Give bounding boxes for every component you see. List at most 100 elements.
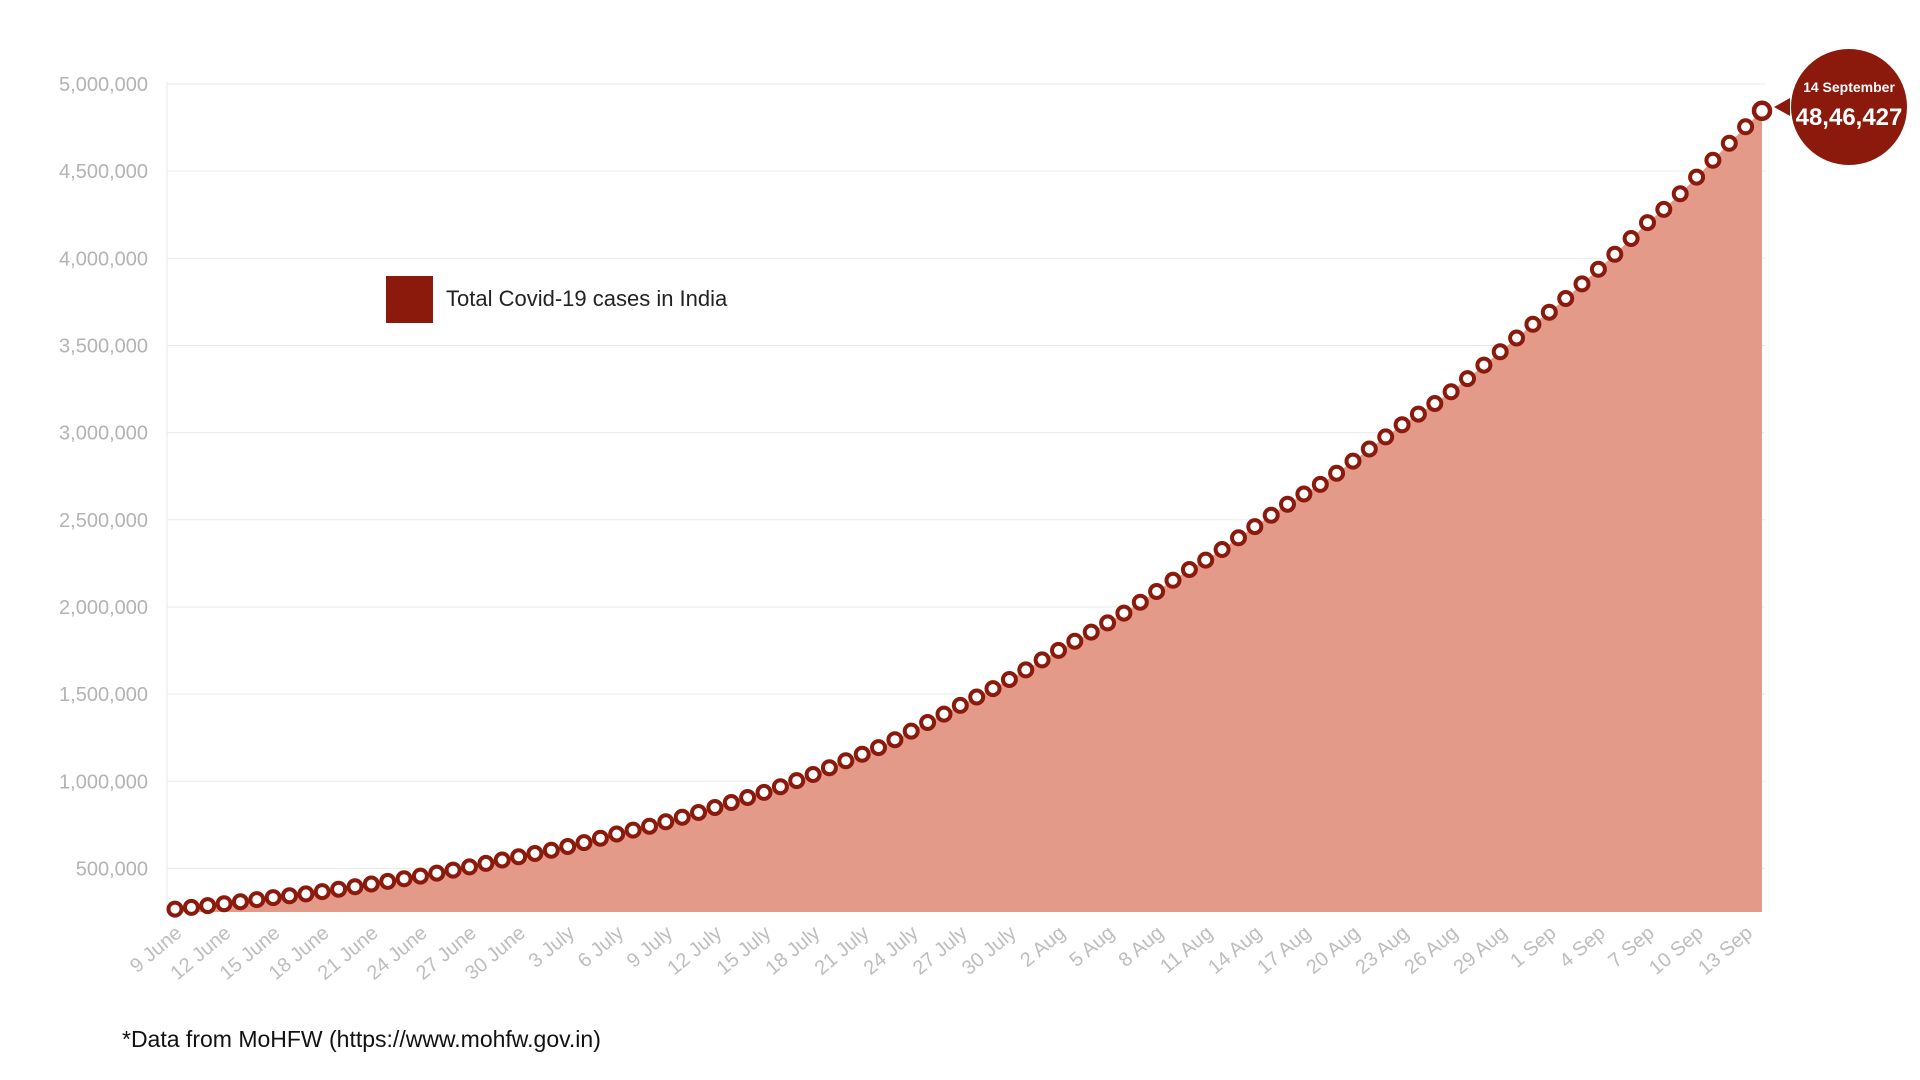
data-point bbox=[1328, 464, 1346, 482]
y-axis-ticks: 500,000 1,000,000 1,500,000 2,000,000 2,500,… bbox=[59, 74, 148, 880]
data-point bbox=[706, 799, 724, 816]
data-point bbox=[690, 804, 707, 821]
x-tick-label: 20 Aug bbox=[1302, 922, 1364, 979]
data-point bbox=[215, 895, 233, 913]
data-point bbox=[166, 900, 184, 918]
data-point bbox=[1131, 593, 1149, 611]
data-point bbox=[853, 745, 871, 763]
data-point bbox=[804, 766, 822, 783]
data-point bbox=[1230, 529, 1247, 547]
y-tick-label: 5,000,000 bbox=[59, 74, 148, 96]
x-tick-label: 27 July bbox=[909, 922, 972, 980]
x-tick-label: 21 July bbox=[811, 922, 874, 980]
data-point bbox=[673, 808, 691, 826]
callout-pointer bbox=[1774, 98, 1790, 116]
data-point bbox=[968, 688, 986, 706]
data-point bbox=[608, 825, 626, 843]
x-tick-label: 4 Sep bbox=[1555, 922, 1609, 972]
x-tick-label: 26 Aug bbox=[1400, 922, 1462, 979]
data-point bbox=[1311, 475, 1329, 493]
data-point bbox=[428, 864, 446, 882]
data-point bbox=[362, 875, 380, 893]
x-tick-label: 24 July bbox=[860, 922, 923, 980]
data-point bbox=[1279, 495, 1296, 513]
callout-value: 48,46,427 bbox=[1796, 104, 1903, 131]
x-tick-label: 23 Aug bbox=[1351, 922, 1413, 979]
data-point bbox=[591, 829, 609, 847]
x-tick-label: 15 July bbox=[713, 922, 776, 980]
data-point bbox=[264, 889, 282, 907]
data-point bbox=[739, 789, 757, 806]
data-point bbox=[313, 883, 331, 901]
legend: Total Covid-19 cases in India bbox=[386, 276, 728, 323]
data-point bbox=[1180, 561, 1198, 578]
data-point bbox=[542, 841, 560, 859]
data-point bbox=[346, 878, 364, 896]
x-tick-label: 5 Aug bbox=[1065, 922, 1118, 972]
x-tick-label: 12 July bbox=[663, 922, 726, 980]
data-point bbox=[1524, 315, 1542, 333]
data-point bbox=[231, 893, 249, 911]
data-point bbox=[1622, 230, 1640, 247]
x-tick-label: 11 Aug bbox=[1156, 922, 1217, 978]
area-fill bbox=[175, 110, 1762, 913]
x-tick-label: 2 Aug bbox=[1016, 922, 1069, 972]
data-point bbox=[1540, 303, 1558, 321]
data-point bbox=[493, 851, 511, 869]
y-tick-label: 1,500,000 bbox=[59, 684, 148, 706]
data-point bbox=[182, 898, 200, 916]
data-point bbox=[510, 848, 528, 866]
data-point bbox=[951, 696, 969, 714]
data-point bbox=[1066, 632, 1084, 650]
data-point bbox=[1704, 151, 1722, 169]
data-point bbox=[248, 891, 266, 909]
data-point bbox=[870, 739, 887, 757]
x-tick-label: 14 Aug bbox=[1204, 922, 1266, 979]
source-note: *Data from MoHFW (https://www.mohfw.gov.… bbox=[122, 1026, 601, 1052]
data-point bbox=[297, 885, 315, 903]
latest-value-callout: 14 September 48,46,427 bbox=[1774, 49, 1907, 165]
data-point bbox=[1475, 356, 1493, 374]
x-tick-label: 10 Sep bbox=[1645, 922, 1708, 980]
data-point bbox=[1000, 671, 1018, 688]
data-point bbox=[1082, 623, 1100, 641]
data-point bbox=[984, 680, 1002, 698]
data-point bbox=[379, 872, 397, 890]
data-point bbox=[1050, 641, 1067, 659]
data-point bbox=[1688, 168, 1706, 186]
data-point bbox=[1671, 185, 1689, 203]
data-point bbox=[788, 772, 806, 790]
data-point bbox=[477, 854, 495, 872]
data-point bbox=[575, 834, 593, 852]
callout-circle bbox=[1791, 49, 1907, 165]
data-point bbox=[1508, 329, 1526, 347]
data-point bbox=[1557, 290, 1575, 307]
data-markers bbox=[166, 100, 1773, 918]
data-point bbox=[837, 752, 855, 770]
y-tick-label: 4,000,000 bbox=[59, 248, 148, 270]
data-point bbox=[1393, 416, 1411, 434]
gridlines bbox=[166, 82, 1765, 912]
data-point bbox=[722, 794, 740, 811]
y-tick-label: 1,000,000 bbox=[59, 771, 148, 793]
data-point bbox=[395, 870, 413, 888]
data-point bbox=[559, 838, 577, 855]
y-tick-label: 3,500,000 bbox=[59, 335, 148, 357]
data-point bbox=[1360, 440, 1378, 458]
x-tick-label: 1 Sep bbox=[1506, 922, 1560, 972]
data-point bbox=[820, 759, 838, 777]
data-point bbox=[1295, 485, 1313, 503]
callout-date: 14 September bbox=[1803, 79, 1895, 95]
y-tick-label: 3,000,000 bbox=[59, 423, 148, 445]
data-point bbox=[1213, 541, 1231, 558]
data-point bbox=[1377, 428, 1395, 446]
data-point bbox=[199, 897, 217, 915]
x-tick-label: 3 July bbox=[525, 922, 579, 972]
data-point bbox=[1737, 118, 1755, 136]
data-point bbox=[902, 722, 920, 740]
data-point bbox=[1033, 651, 1051, 669]
data-point bbox=[1491, 343, 1509, 361]
x-tick-label: 13 Sep bbox=[1694, 922, 1757, 980]
